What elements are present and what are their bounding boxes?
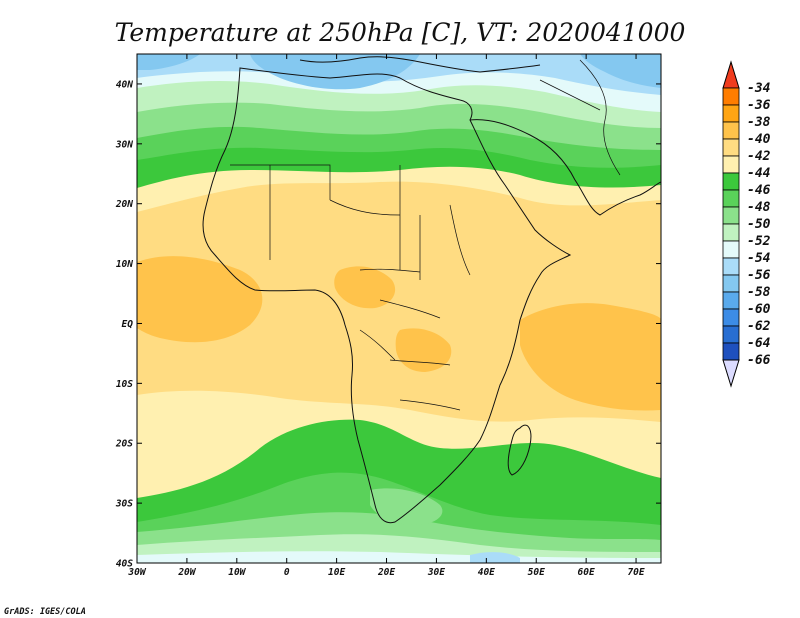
lon-label: 0 — [284, 567, 290, 578]
lat-label: 40N — [116, 79, 133, 90]
lat-label: 30S — [115, 499, 133, 510]
map-frame — [136, 53, 662, 564]
colorbar-label: -58 — [747, 285, 771, 300]
colorbar-swatch — [722, 206, 740, 225]
lat-label: 10N — [116, 259, 133, 270]
credit-text: GrADS: IGES/COLA — [4, 607, 86, 617]
colorbar-swatch — [722, 308, 740, 327]
patch-atl-40 — [137, 256, 263, 343]
colorbar-label: -60 — [747, 302, 771, 317]
colorbar-label: -34 — [747, 81, 771, 96]
colorbar-swatch — [722, 274, 740, 293]
colorbar-swatch — [722, 291, 740, 310]
colorbar-swatch — [722, 121, 740, 140]
colorbar-label: -40 — [747, 132, 771, 147]
patch-sa-50 — [370, 488, 443, 525]
patch-s-56 — [470, 552, 520, 563]
lon-label: 10E — [328, 567, 345, 578]
africa-coast — [202, 67, 572, 524]
colorbar-label: -42 — [747, 149, 771, 164]
colorbar-label: -54 — [747, 251, 771, 266]
lon-label: 20W — [177, 567, 196, 578]
colorbar-arrow-top — [722, 60, 740, 89]
lon-label: 20E — [377, 567, 395, 578]
colorbar-swatch — [722, 104, 740, 123]
colorbar-label: -52 — [747, 234, 771, 249]
colorbar-label: -66 — [747, 353, 771, 368]
lon-label: 70E — [627, 567, 644, 578]
lon-label: 10W — [228, 567, 246, 578]
colorbar-swatch — [722, 257, 740, 276]
colorbar-label: -56 — [747, 268, 771, 283]
colorbar-label: -50 — [747, 217, 771, 232]
colorbar-label: -46 — [747, 183, 771, 198]
lon-label: 30E — [427, 567, 445, 578]
europe-coast — [299, 56, 541, 73]
lon-label: 60E — [578, 567, 595, 578]
colorbar-swatch — [722, 155, 740, 174]
axis-ticks — [136, 54, 661, 564]
asia-borders — [539, 59, 621, 176]
patch-ne-58 — [580, 54, 661, 88]
patch-ind-40 — [520, 303, 661, 411]
colorbar-swatch — [722, 189, 740, 208]
colorbar-label: -48 — [747, 200, 771, 215]
colorbar-swatch — [722, 223, 740, 242]
colorbar-arrow-bottom — [722, 359, 740, 388]
country-borders — [230, 164, 471, 411]
colorbar: -34 -36 -38 -40 -42 -44 -46 -48 -50 -52 -54 -56 -58 -… — [722, 60, 771, 388]
lat-label: 30N — [115, 139, 133, 150]
lat-label: 40S — [116, 559, 133, 570]
arabia-coast — [469, 119, 661, 216]
patch-n-58 — [250, 54, 420, 90]
colorbar-swatch — [722, 172, 740, 191]
colorbar-label: -44 — [747, 166, 771, 181]
colorbar-swatch — [722, 325, 740, 344]
lat-label: 10S — [116, 379, 133, 390]
lat-label: 20N — [115, 199, 133, 210]
lat-axis-labels: 40N 30N 20N 10N EQ 10S 20S 30S 40S — [115, 79, 133, 569]
colorbar-swatch — [722, 342, 740, 361]
colorbar-swatch — [722, 138, 740, 157]
patch-east-40 — [395, 328, 452, 372]
lat-label: 20S — [115, 439, 133, 450]
lon-axis-labels: 30W 20W 10W 0 10E 20E 30E 40E 50E 60E 70E — [127, 567, 644, 578]
lon-label: 40E — [478, 567, 495, 578]
colorbar-label: -62 — [747, 319, 771, 334]
madagascar-coast — [507, 424, 532, 476]
patch-central-40 — [334, 266, 396, 309]
colorbar-label: -38 — [747, 115, 771, 130]
colorbar-swatch — [722, 240, 740, 259]
coastlines — [202, 56, 661, 524]
colorbar-label: -36 — [747, 98, 771, 113]
lon-label: 30W — [127, 567, 146, 578]
patch-nw-58 — [137, 54, 200, 70]
colorbar-swatch — [722, 87, 740, 106]
temperature-field — [137, 54, 661, 563]
colorbar-label: -64 — [747, 336, 771, 351]
lon-label: 50E — [528, 567, 545, 578]
lat-label: EQ — [122, 319, 134, 330]
band-s-54 — [137, 551, 661, 563]
map-title: Temperature at 250hPa [C], VT: 202004100… — [115, 18, 686, 47]
